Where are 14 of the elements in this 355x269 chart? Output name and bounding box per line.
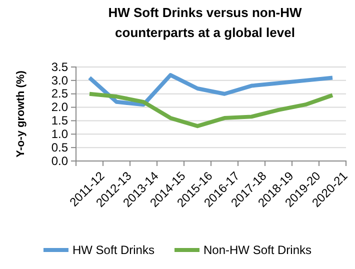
legend-label: Non-HW Soft Drinks [203, 243, 312, 258]
y-tick-label: 1.0 [51, 126, 68, 141]
y-tick-label: 0.0 [51, 154, 68, 168]
y-tick-label: 0.5 [51, 140, 68, 154]
legend-label: HW Soft Drinks [72, 243, 154, 258]
line-series [88, 92, 334, 128]
line-series [88, 73, 334, 107]
y-tick-label: 1.5 [51, 114, 68, 128]
chart-title: HW Soft Drinks versus non-HW counterparts at a global level [108, 5, 303, 40]
y-tick-label: 3.0 [51, 73, 68, 88]
y-tick-label: 2.0 [51, 100, 68, 114]
y-axis-title: Y-o-y growth (%) [15, 70, 27, 158]
y-tick-label: 3.5 [51, 60, 68, 74]
y-tick-label: 2.5 [51, 86, 68, 101]
